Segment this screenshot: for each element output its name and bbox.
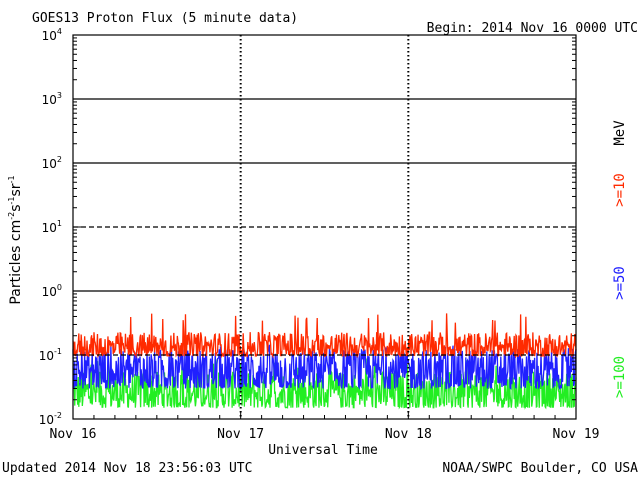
y-tick-label: 102 bbox=[42, 155, 62, 171]
y-tick-label: 104 bbox=[42, 27, 62, 43]
legend-unit: MeV bbox=[612, 120, 628, 146]
y-tick-label: 10-1 bbox=[39, 347, 62, 363]
x-tick-label: Nov 18 bbox=[385, 427, 432, 442]
y-tick-label: 10-2 bbox=[39, 411, 62, 427]
x-tick-label: Nov 19 bbox=[553, 427, 600, 442]
x-tick-label: Nov 17 bbox=[217, 427, 264, 442]
y-tick-label: 100 bbox=[42, 283, 62, 299]
credit-label: NOAA/SWPC Boulder, CO USA bbox=[442, 461, 638, 476]
legend-ge100: >=100 bbox=[612, 356, 628, 398]
y-tick-label: 101 bbox=[42, 219, 62, 235]
y-tick-label: 103 bbox=[42, 91, 62, 107]
y-axis-label: Particles cm-2s-1sr-1 bbox=[7, 175, 24, 304]
series-line-ge50 bbox=[72, 344, 577, 391]
legend-ge10: >=10 bbox=[612, 173, 628, 207]
legend-ge50: >=50 bbox=[612, 266, 628, 300]
updated-timestamp: Updated 2014 Nov 18 23:56:03 UTC bbox=[2, 461, 252, 476]
begin-label: Begin: 2014 Nov 16 0000 UTC bbox=[427, 21, 638, 36]
x-tick-label: Nov 16 bbox=[50, 427, 97, 442]
x-axis-label: Universal Time bbox=[268, 443, 378, 458]
series-line-ge10 bbox=[72, 313, 577, 359]
chart-title: GOES13 Proton Flux (5 minute data) bbox=[32, 11, 298, 26]
